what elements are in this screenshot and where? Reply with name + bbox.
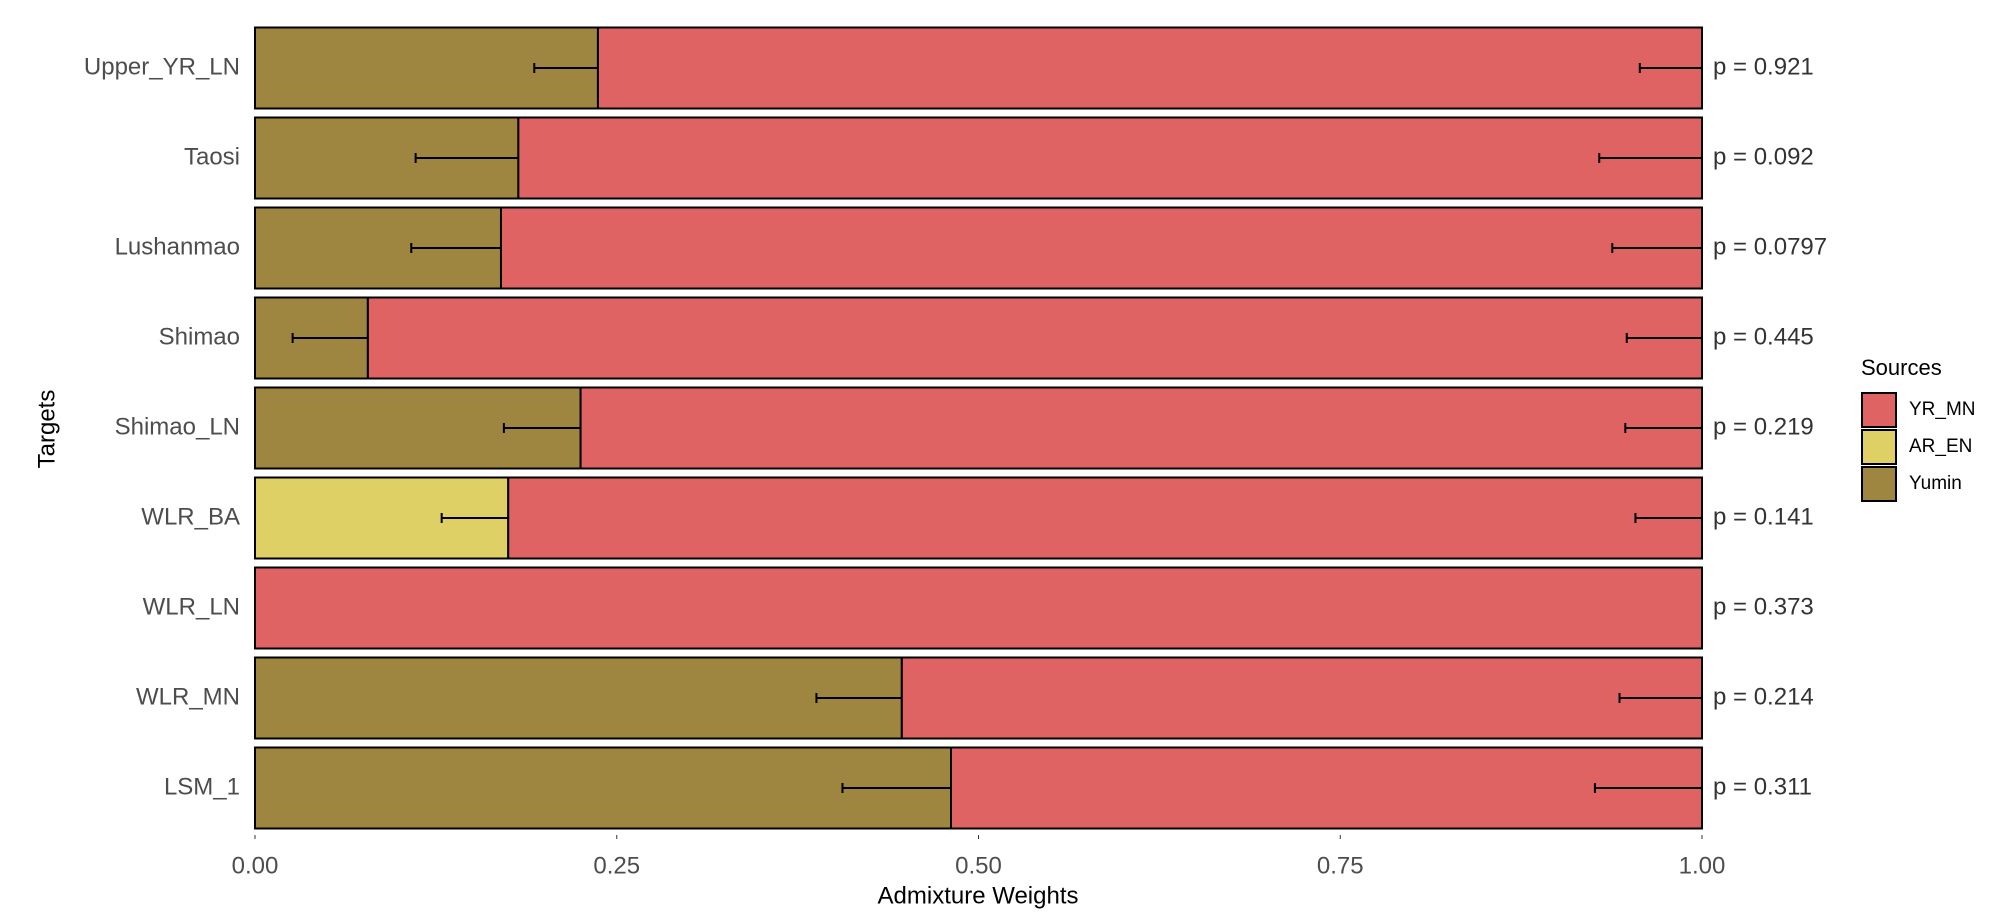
error-bar bbox=[291, 333, 368, 343]
p-value-label: p = 0.214 bbox=[1713, 683, 1814, 710]
bar-segment bbox=[254, 746, 953, 830]
p-value-label: p = 0.141 bbox=[1713, 503, 1814, 530]
p-value-label: p = 0.921 bbox=[1713, 53, 1814, 80]
bar-segment bbox=[517, 116, 1703, 200]
bar-segment bbox=[507, 476, 1704, 560]
y-tick-label: WLR_MN bbox=[136, 683, 240, 710]
error-bar bbox=[440, 513, 509, 523]
y-tick-label: LSM_1 bbox=[164, 773, 240, 800]
legend-title: Sources bbox=[1861, 355, 1942, 380]
bar-segment bbox=[499, 206, 1703, 290]
y-axis-title: Targets bbox=[33, 390, 60, 469]
x-tick-label: 0.00 bbox=[232, 852, 279, 879]
error-bar bbox=[841, 783, 952, 793]
legend-label: YR_MN bbox=[1909, 399, 1976, 420]
p-value-label: p = 0.445 bbox=[1713, 323, 1814, 350]
error-bar bbox=[1598, 153, 1702, 163]
x-tick-label: 1.00 bbox=[1679, 852, 1726, 879]
error-bar bbox=[1638, 63, 1702, 73]
legend-label: AR_EN bbox=[1909, 436, 1972, 457]
error-bar bbox=[410, 243, 501, 253]
y-tick-label: Upper_YR_LN bbox=[84, 53, 240, 80]
error-bar bbox=[1611, 243, 1702, 253]
p-value-label: p = 0.219 bbox=[1713, 413, 1814, 440]
legend-label: Yumin bbox=[1909, 473, 1962, 494]
x-tick-label: 0.25 bbox=[593, 852, 640, 879]
error-bar bbox=[1593, 783, 1702, 793]
y-tick-label: Lushanmao bbox=[115, 233, 240, 260]
p-value-label: p = 0.092 bbox=[1713, 143, 1814, 170]
bar-segment bbox=[950, 746, 1703, 830]
x-axis-title: Admixture Weights bbox=[878, 882, 1079, 909]
p-value-label: p = 0.311 bbox=[1713, 773, 1812, 800]
error-bar bbox=[815, 693, 902, 703]
y-tick-label: Shimao bbox=[159, 323, 240, 350]
bar-segment bbox=[596, 26, 1704, 110]
error-bar bbox=[414, 153, 519, 163]
error-bar bbox=[1625, 333, 1702, 343]
p-value-label: p = 0.0797 bbox=[1713, 233, 1827, 260]
bar-segment bbox=[254, 566, 1703, 650]
p-value-label: p = 0.373 bbox=[1713, 593, 1814, 620]
error-bar bbox=[502, 423, 581, 433]
x-tick-label: 0.50 bbox=[955, 852, 1002, 879]
legend-key bbox=[1861, 392, 1897, 428]
error-bar bbox=[1624, 423, 1702, 433]
bar-segment bbox=[366, 296, 1704, 380]
error-bar bbox=[1634, 513, 1702, 523]
error-bar bbox=[1618, 693, 1702, 703]
bar-segment bbox=[254, 656, 903, 740]
y-tick-label: Shimao_LN bbox=[115, 413, 240, 440]
error-bar bbox=[533, 63, 598, 73]
legend-key bbox=[1861, 429, 1897, 465]
y-tick-label: WLR_LN bbox=[143, 593, 240, 620]
bar-segment bbox=[900, 656, 1703, 740]
y-tick-label: WLR_BA bbox=[141, 503, 240, 530]
legend-key bbox=[1861, 466, 1897, 502]
x-tick-label: 0.75 bbox=[1317, 852, 1364, 879]
y-tick-label: Taosi bbox=[184, 143, 240, 170]
bar-segment bbox=[579, 386, 1704, 470]
